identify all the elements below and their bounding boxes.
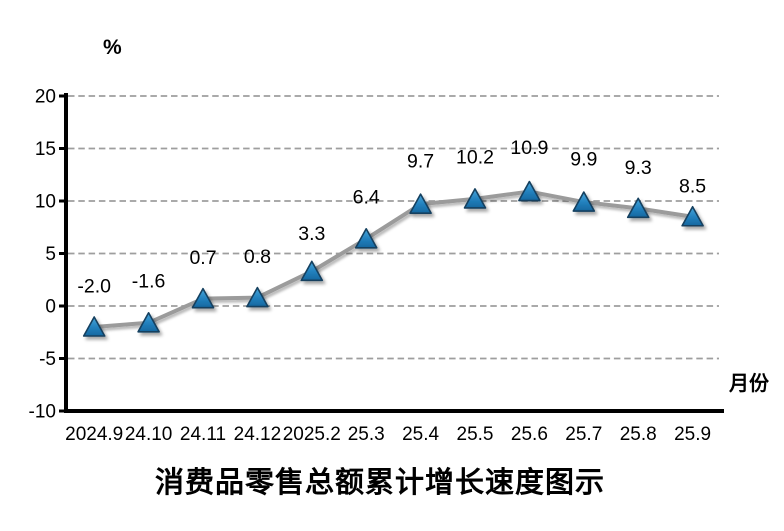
x-tick-label: 2024.9 xyxy=(65,424,123,445)
data-label: 3.3 xyxy=(298,223,325,245)
x-tick-label: 25.7 xyxy=(565,424,602,445)
data-label: 0.8 xyxy=(244,246,271,268)
y-tick-label: 5 xyxy=(45,244,56,265)
data-point-marker xyxy=(246,286,269,308)
x-tick-label: 25.4 xyxy=(402,424,439,445)
data-point-marker xyxy=(626,197,650,219)
data-label: 0.7 xyxy=(189,247,216,269)
data-label: 6.4 xyxy=(353,186,380,208)
series-layer xyxy=(82,180,704,337)
x-tick-label: 2025.2 xyxy=(283,424,341,445)
y-axis-unit-label: % xyxy=(103,36,122,59)
data-label: 9.3 xyxy=(625,157,652,179)
data-point-marker xyxy=(463,188,487,209)
data-point-marker xyxy=(191,287,215,309)
data-point-marker xyxy=(572,191,596,212)
x-tick-label: 24.10 xyxy=(125,424,173,445)
gridlines-layer xyxy=(68,95,719,360)
labels-layer: 20 15 10 5 0 -5 -10 2024.9 24.10 24.11 24.12 2025.2… xyxy=(29,87,712,446)
data-label: 9.9 xyxy=(570,149,597,171)
series-line xyxy=(92,189,695,329)
x-tick-label: 25.8 xyxy=(620,424,657,445)
y-tick-label: -5 xyxy=(39,349,56,370)
axes-layer xyxy=(59,93,724,413)
data-label: 10.2 xyxy=(456,146,494,168)
x-tick-label: 24.11 xyxy=(180,424,226,445)
data-point-marker xyxy=(354,228,378,249)
data-label: -1.6 xyxy=(132,270,166,292)
data-point-marker xyxy=(137,312,160,333)
x-tick-label: 25.9 xyxy=(674,424,711,445)
y-tick-label: 10 xyxy=(35,192,56,213)
y-tick-label: -10 xyxy=(29,402,56,423)
data-point-marker xyxy=(681,205,704,227)
y-tick-label: 0 xyxy=(45,297,56,318)
x-tick-label: 25.3 xyxy=(348,424,385,445)
data-label: 10.9 xyxy=(510,137,548,159)
y-tick-label: 15 xyxy=(35,139,56,160)
x-tick-label: 25.6 xyxy=(511,424,548,445)
data-label: 9.7 xyxy=(407,151,434,173)
data-point-marker xyxy=(518,180,541,202)
y-tick-label: 20 xyxy=(35,87,56,108)
data-point-marker xyxy=(300,260,324,282)
data-point-marker xyxy=(82,316,106,337)
data-label: -2.0 xyxy=(77,276,111,298)
x-tick-label: 25.5 xyxy=(457,424,494,445)
x-tick-label: 24.12 xyxy=(234,424,282,445)
chart-title: 消费品零售总额累计增长速度图示 xyxy=(154,467,605,499)
data-label: 8.5 xyxy=(679,175,706,197)
x-axis-unit-label: 月份 xyxy=(729,373,769,395)
data-point-marker xyxy=(409,193,432,214)
